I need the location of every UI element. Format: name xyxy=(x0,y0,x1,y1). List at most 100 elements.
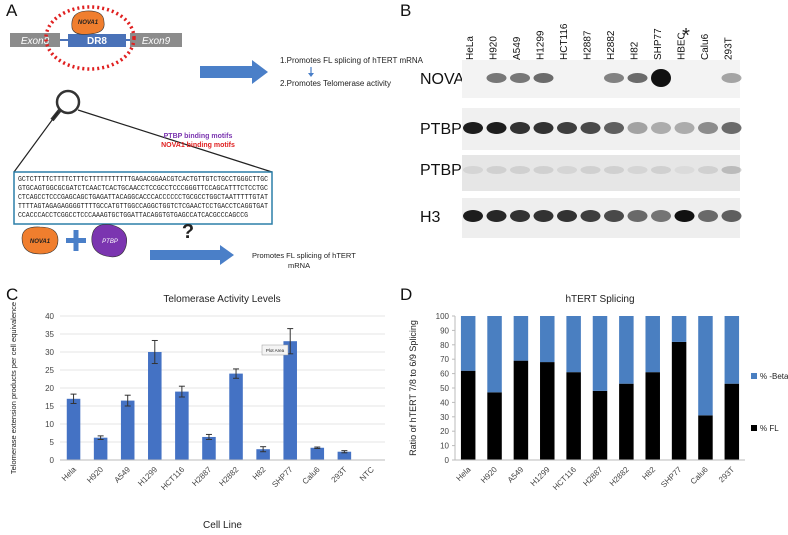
error-bar xyxy=(178,385,185,398)
band xyxy=(533,210,554,222)
plus xyxy=(73,230,79,251)
band xyxy=(580,166,601,174)
result-text: Promotes FL splicing of hTERT xyxy=(252,251,356,260)
error-bar xyxy=(260,446,267,453)
magnifier xyxy=(55,89,81,115)
band xyxy=(604,210,624,222)
panel-label: C xyxy=(6,285,18,304)
bar xyxy=(337,451,352,460)
x-tick-label: H82 xyxy=(640,465,657,482)
bar-segment xyxy=(592,390,608,460)
x-tick-label: H1299 xyxy=(136,465,159,488)
row-label: PTBP1 xyxy=(420,121,471,138)
row-label: PTBP2 xyxy=(420,162,471,179)
legend-label: % -Beta xyxy=(760,372,788,381)
x-tick-label: A549 xyxy=(506,465,526,485)
legend-swatch xyxy=(751,425,757,431)
y-tick-label: 90 xyxy=(440,326,449,335)
western-blot: * NOVA1 PTBP1 PTBP2 H3 HeLa H920 A549 H1299… xyxy=(420,23,742,238)
arrow xyxy=(308,73,314,77)
x-tick-label: H2887 xyxy=(190,465,213,488)
band xyxy=(721,73,742,83)
y-tick-label: 100 xyxy=(436,312,450,321)
diagram: Exon8 Exon9 DR8 NOVA1 1.Promotes FL spli… xyxy=(10,5,424,270)
row-label: H3 xyxy=(420,209,441,226)
bar-segment xyxy=(460,316,476,371)
bar xyxy=(66,398,81,460)
chart-title: hTERT Splicing xyxy=(565,294,634,305)
band xyxy=(557,210,577,222)
band xyxy=(721,166,742,174)
band xyxy=(486,210,507,222)
band xyxy=(721,122,742,134)
bar-segment xyxy=(619,316,634,384)
y-tick-label: 30 xyxy=(440,413,449,422)
bar-segment xyxy=(698,415,713,460)
lane-label: HBEC xyxy=(677,32,688,60)
band xyxy=(463,166,483,174)
band xyxy=(651,122,671,134)
x-tick-label: NTC xyxy=(358,465,376,483)
band xyxy=(698,166,718,174)
band xyxy=(463,122,483,134)
sequence-line: CTCAGCCTCCCGAGCAGCTGAGATTACAGGCACCCACCCC… xyxy=(18,194,268,202)
question-mark: ? xyxy=(182,221,194,243)
error-bar xyxy=(341,450,348,454)
x-tick-label: H2882 xyxy=(217,465,240,488)
y-tick-label: 40 xyxy=(45,312,54,321)
x-tick-label: A549 xyxy=(113,465,133,485)
dr8-box xyxy=(68,34,126,47)
bar-segment xyxy=(487,316,502,393)
error-bar xyxy=(314,446,321,449)
x-tick-label: Hela xyxy=(455,465,473,483)
error-bar xyxy=(205,433,212,440)
band xyxy=(510,210,530,222)
bar-segment xyxy=(592,316,608,391)
sequence-line: GCTCTTTTCTTTTCTTTCTTTTTTTTTTTGAGACGGAACG… xyxy=(18,176,268,184)
bar-segment xyxy=(513,360,529,460)
zoom-line xyxy=(77,109,273,173)
bar-segment xyxy=(619,383,634,460)
lane-label: HeLa xyxy=(465,36,476,60)
bar-segment xyxy=(540,362,555,460)
band xyxy=(463,210,483,222)
bar xyxy=(310,447,325,460)
bar-segment xyxy=(513,316,529,361)
band xyxy=(533,166,554,174)
y-tick-label: 20 xyxy=(45,384,54,393)
panel-label: D xyxy=(400,285,412,304)
x-tick-label: HCT116 xyxy=(551,465,578,492)
y-tick-label: 25 xyxy=(45,366,54,375)
sequence-line: CCACCCACCTCGGCCTCCCAAAGTGCTGGATTACAGGTGT… xyxy=(18,212,248,220)
lane-label: H1299 xyxy=(536,30,547,60)
band xyxy=(651,210,671,222)
sequence-line: GTGCAGTGGCGCGATCTCAACTCACTGCAACCTCCGCCTC… xyxy=(18,185,268,193)
exon-box xyxy=(130,33,182,47)
error-bar xyxy=(97,435,104,440)
band xyxy=(604,166,624,174)
nova1-label: NOVA1 xyxy=(30,239,51,245)
band xyxy=(651,69,671,87)
x-tick-label: SHP77 xyxy=(270,465,295,490)
bar xyxy=(256,449,270,460)
dr8-label: DR8 xyxy=(87,36,107,47)
band xyxy=(604,73,624,83)
x-tick-label: H2882 xyxy=(608,465,631,488)
band xyxy=(698,122,718,134)
band xyxy=(580,122,601,134)
y-tick-label: 30 xyxy=(45,348,54,357)
lane-label: H82 xyxy=(630,41,641,60)
blot-strip xyxy=(462,108,740,150)
bar-segment xyxy=(487,392,502,460)
y-axis-title: Ratio of hTERT 7/8 to 6/9 Splicing xyxy=(408,320,418,456)
nova1-shape xyxy=(21,226,59,255)
legend-text: NOVA1 binding motifs xyxy=(161,142,235,149)
arrow xyxy=(200,60,268,84)
y-tick-label: 70 xyxy=(440,355,449,364)
band xyxy=(533,73,554,83)
ptbp-shape xyxy=(91,224,127,258)
x-tick-label: HCT116 xyxy=(159,465,186,492)
band xyxy=(510,166,530,174)
band xyxy=(627,166,648,174)
